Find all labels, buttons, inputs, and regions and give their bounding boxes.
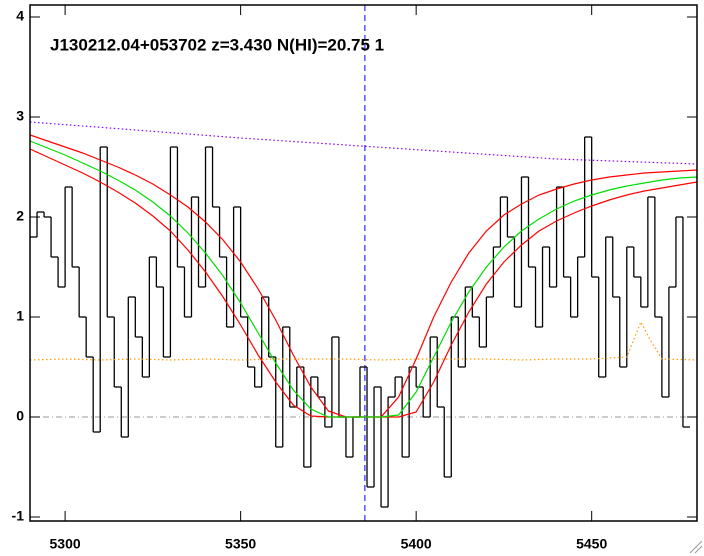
y-tick-label: 0 (16, 408, 24, 424)
model-curve (30, 140, 697, 418)
x-tick-label: 5450 (576, 536, 607, 552)
dotted-curve (30, 121, 697, 165)
plot-frame (29, 4, 698, 522)
resize-grip (689, 540, 703, 554)
x-tick-label: 5350 (225, 536, 256, 552)
y-tick-label: 2 (16, 208, 24, 224)
plot-data (30, 5, 697, 521)
x-tick-label: 5300 (50, 536, 81, 552)
y-tick-label: -1 (12, 508, 25, 524)
x-tick-label: 5400 (401, 536, 432, 552)
y-tick-label: 3 (16, 108, 24, 124)
chart-title: J130212.04+053702 z=3.430 N(HI)=20.75 1 (50, 35, 384, 54)
y-tick-label: 4 (16, 8, 24, 24)
dotted-curve (30, 320, 697, 361)
y-tick-label: 1 (16, 308, 24, 324)
